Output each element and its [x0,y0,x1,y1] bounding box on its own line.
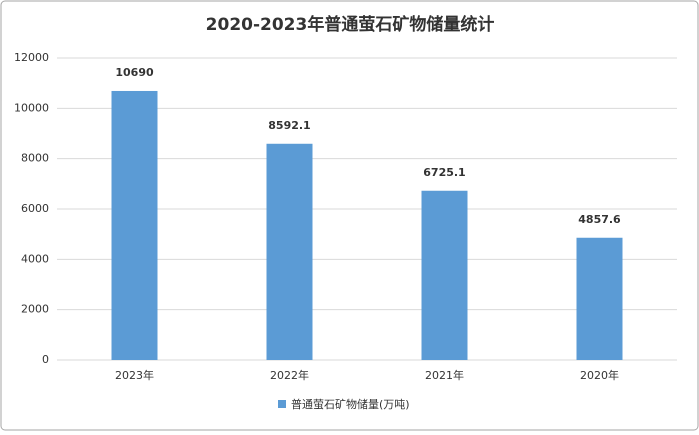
y-tick-label: 12000 [14,51,49,64]
bar [266,143,313,360]
data-label: 10690 [115,66,154,79]
y-tick-label: 0 [42,353,49,366]
x-tick-label: 2020年 [580,368,619,382]
x-tick-label: 2022年 [270,368,309,382]
x-tick-label: 2023年 [115,368,154,382]
data-label: 6725.1 [423,166,465,179]
legend-label: 普通萤石矿物储量(万吨) [291,397,410,411]
bar [111,90,158,361]
bar [421,190,468,360]
x-tick-label: 2021年 [425,368,464,382]
y-tick-label: 8000 [21,152,49,165]
y-tick-label: 4000 [21,252,49,265]
bar [576,237,623,360]
chart-title: 2020-2023年普通萤石矿物储量统计 [206,14,495,35]
y-tick-label: 2000 [21,303,49,316]
data-label: 8592.1 [268,119,310,132]
legend-swatch [278,400,286,408]
y-tick-label: 10000 [14,101,49,114]
data-label: 4857.6 [578,213,621,226]
y-tick-label: 6000 [21,202,49,215]
